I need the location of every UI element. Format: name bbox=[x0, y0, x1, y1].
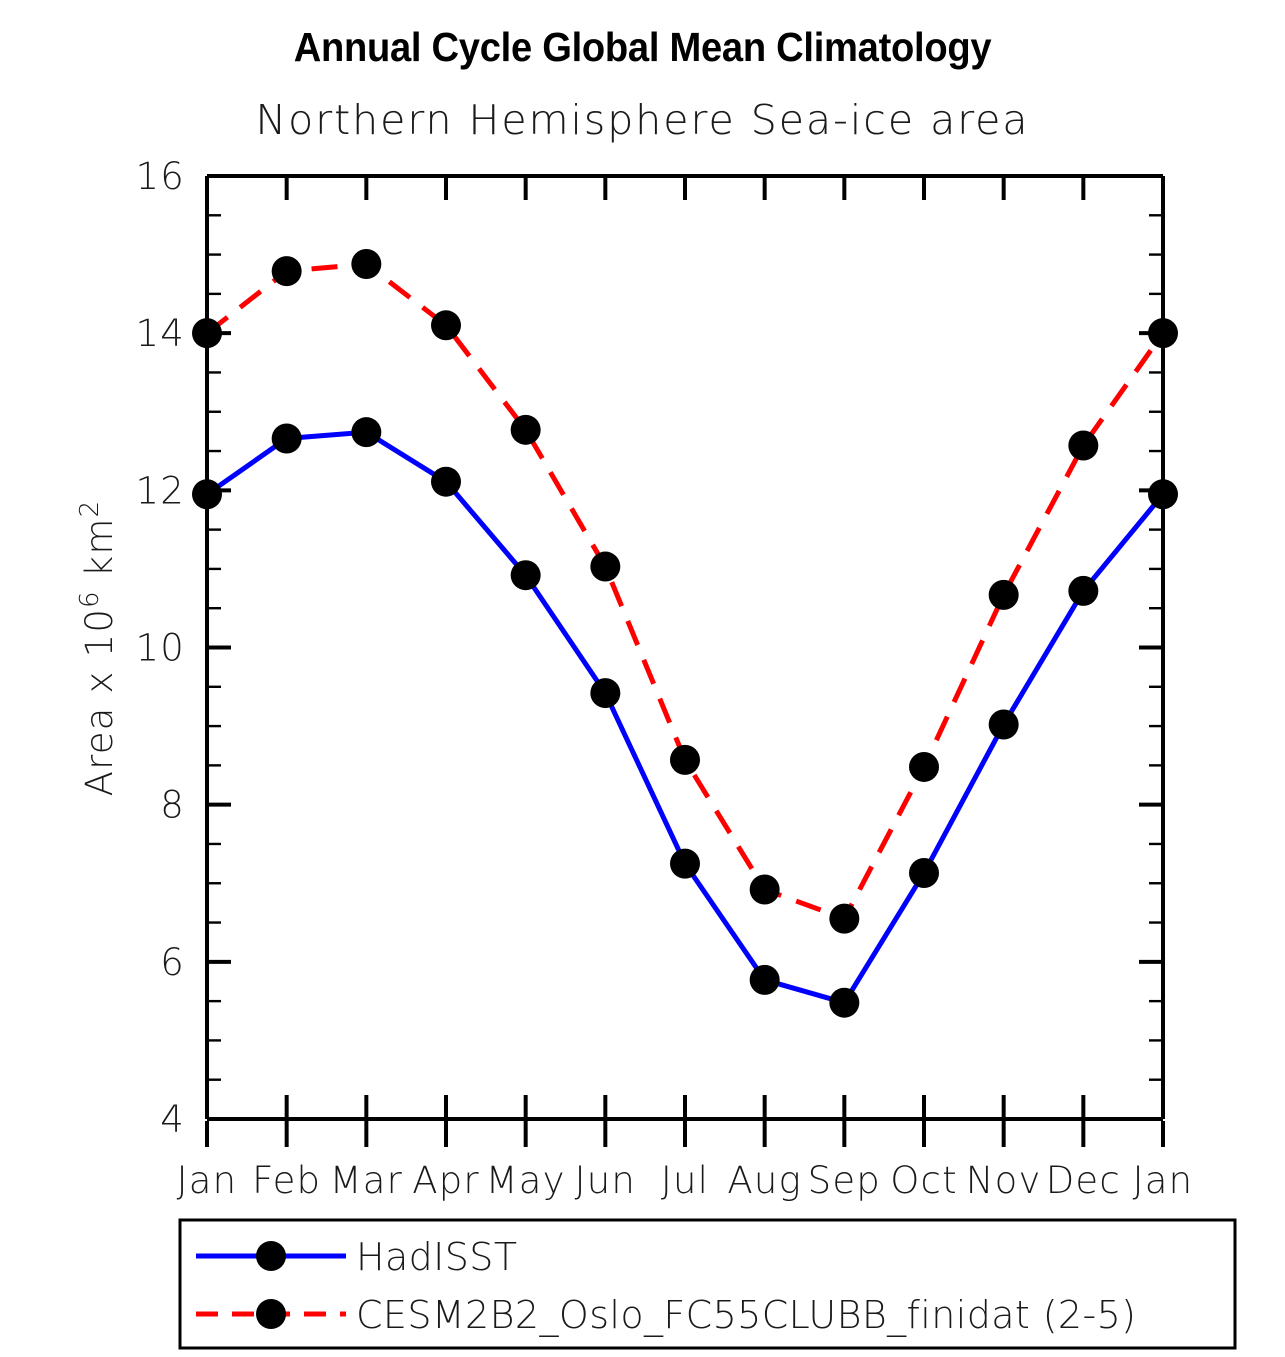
x-tick-label: Jul bbox=[661, 1159, 709, 1202]
x-tick-label: Aug bbox=[727, 1159, 802, 1202]
data-point-marker bbox=[431, 466, 461, 497]
data-point-marker bbox=[510, 560, 541, 591]
page-title: Annual Cycle Global Mean Climatology bbox=[293, 24, 992, 70]
x-axis-tick-labels: Jan Feb Mar Apr May Jun Jul Aug Sep Oct Nov Dec Jan bbox=[177, 1159, 1194, 1202]
data-point-marker bbox=[431, 310, 461, 341]
x-tick-label: Sep bbox=[808, 1159, 881, 1202]
data-point-marker bbox=[909, 751, 939, 782]
data-point-marker bbox=[271, 256, 302, 287]
legend-marker bbox=[256, 1241, 286, 1271]
chart-subtitle: Northern Hemisphere Sea-ice area bbox=[255, 96, 1030, 144]
data-point-marker bbox=[192, 318, 222, 349]
data-point-marker bbox=[988, 579, 1019, 610]
legend-item-cesm[interactable]: CESM2B2_Oslo_FC55CLUBB_finidat (2-5) bbox=[196, 1293, 1136, 1338]
data-point-marker bbox=[670, 848, 700, 879]
x-tick-label: Dec bbox=[1046, 1159, 1121, 1202]
x-tick-label: Apr bbox=[412, 1159, 480, 1202]
y-axis-label: Area x 106 km2 bbox=[75, 500, 121, 797]
data-point-marker bbox=[192, 479, 222, 510]
legend-label: CESM2B2_Oslo_FC55CLUBB_finidat (2-5) bbox=[356, 1293, 1136, 1338]
legend-item-hadisst[interactable]: HadISST bbox=[196, 1235, 517, 1279]
data-series-layer bbox=[192, 249, 1178, 1018]
x-tick-label: Mar bbox=[330, 1159, 403, 1202]
legend-label: HadISST bbox=[356, 1235, 517, 1279]
data-point-marker bbox=[909, 858, 939, 889]
data-point-marker bbox=[1148, 479, 1178, 510]
x-tick-label: Jan bbox=[1133, 1159, 1194, 1202]
data-point-marker bbox=[829, 987, 860, 1018]
svg-text:Area x 106 km2: Area x 106 km2 bbox=[75, 500, 121, 797]
x-axis-ticks bbox=[205, 176, 1165, 1147]
plot-frame bbox=[205, 174, 1165, 1121]
x-tick-label: Feb bbox=[252, 1159, 321, 1202]
y-tick-label: 14 bbox=[136, 312, 185, 355]
legend[interactable]: HadISST CESM2B2_Oslo_FC55CLUBB_finidat (2… bbox=[196, 1235, 1136, 1338]
data-point-marker bbox=[1068, 430, 1099, 461]
y-tick-label: 16 bbox=[136, 155, 185, 198]
data-point-marker bbox=[590, 551, 621, 582]
series-line bbox=[205, 429, 1165, 1006]
y-axis-ticks bbox=[207, 174, 1163, 1121]
data-point-marker bbox=[351, 249, 382, 280]
legend-marker bbox=[256, 1299, 286, 1329]
y-axis-label-tail: km bbox=[78, 517, 121, 590]
y-tick-label: 8 bbox=[160, 784, 185, 827]
y-tick-label: 4 bbox=[160, 1098, 185, 1141]
data-point-marker bbox=[749, 874, 780, 905]
y-tick-label: 10 bbox=[136, 627, 185, 670]
series-line bbox=[205, 261, 1166, 922]
data-point-marker bbox=[670, 744, 700, 775]
data-point-marker bbox=[590, 678, 621, 709]
series-cesm bbox=[192, 249, 1178, 934]
series-hadisst bbox=[192, 417, 1178, 1018]
y-tick-label: 6 bbox=[160, 941, 185, 984]
y-axis-label-tail-exp: 2 bbox=[75, 500, 105, 518]
x-tick-label: Nov bbox=[966, 1159, 1042, 1202]
x-tick-label: Jan bbox=[177, 1159, 238, 1202]
x-tick-label: Oct bbox=[890, 1159, 958, 1202]
data-point-marker bbox=[1068, 575, 1099, 606]
y-axis-tick-labels: 4 6 8 10 12 14 16 bbox=[136, 155, 185, 1141]
data-point-marker bbox=[829, 903, 860, 934]
y-tick-label: 12 bbox=[136, 469, 185, 512]
data-point-marker bbox=[351, 417, 382, 448]
data-point-marker bbox=[510, 414, 541, 445]
x-tick-label: Jun bbox=[575, 1159, 636, 1202]
data-point-marker bbox=[988, 709, 1019, 740]
x-tick-label: May bbox=[486, 1159, 566, 1202]
data-point-marker bbox=[749, 964, 780, 995]
legend-box bbox=[178, 1218, 1237, 1350]
data-point-marker bbox=[1148, 318, 1178, 349]
y-axis-label-text: Area x 10 bbox=[78, 608, 121, 796]
y-axis-label-exp: 6 bbox=[75, 590, 105, 608]
data-point-marker bbox=[271, 423, 302, 454]
